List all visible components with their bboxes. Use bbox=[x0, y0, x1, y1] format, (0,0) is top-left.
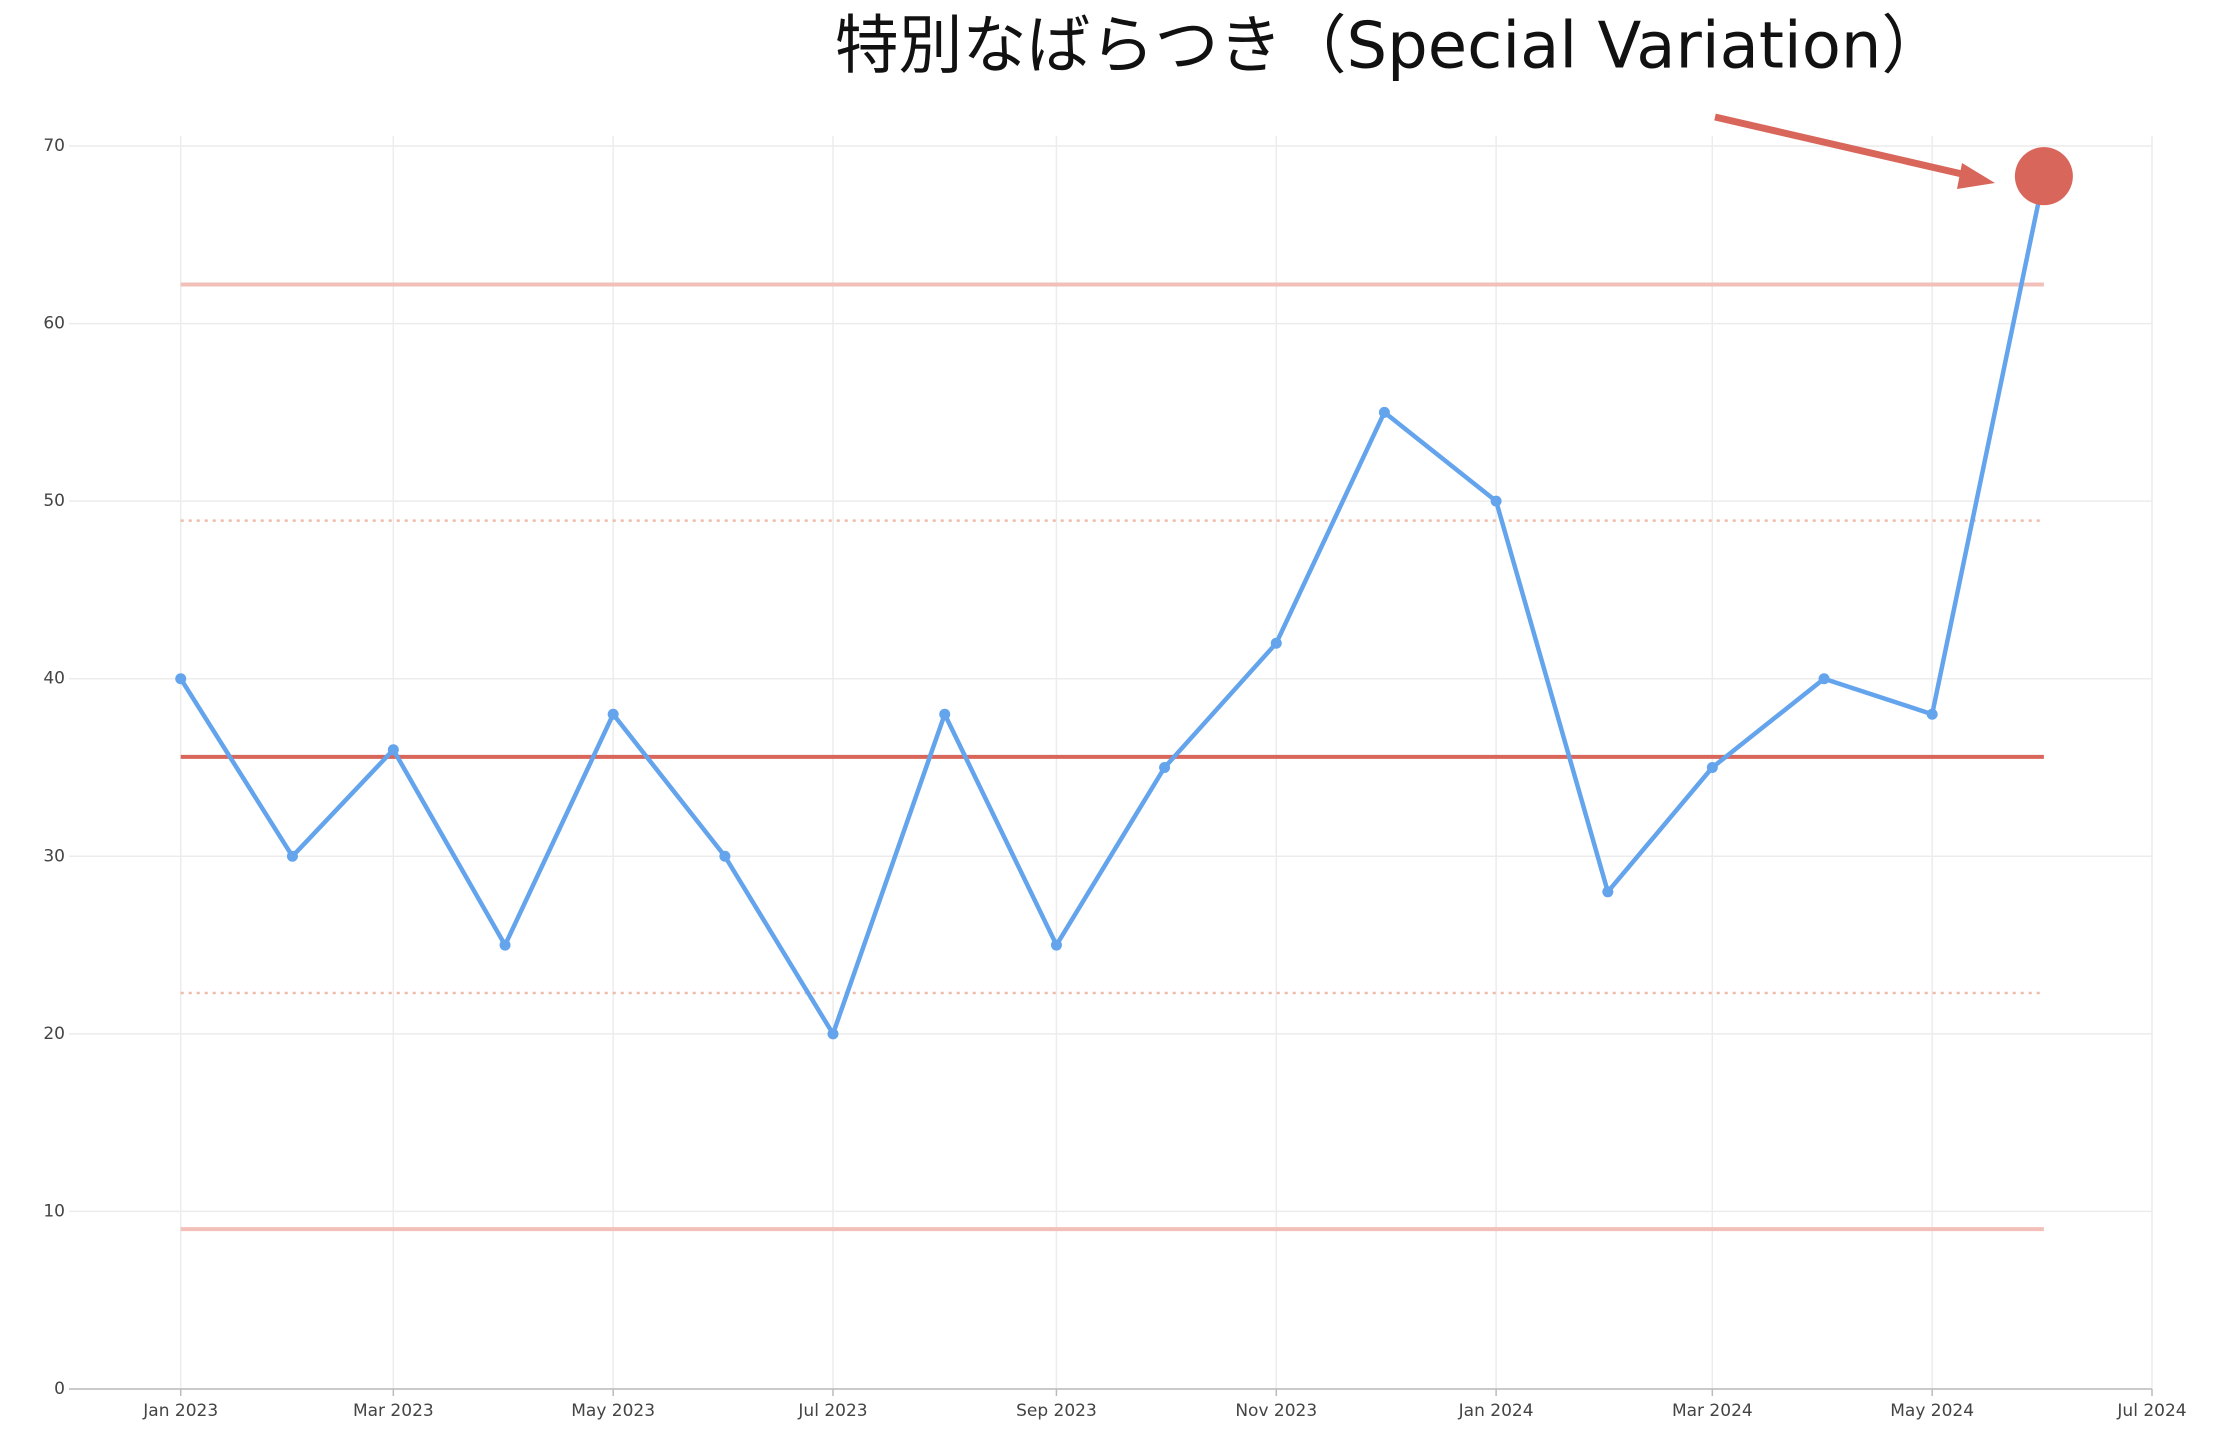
data-point bbox=[719, 850, 731, 862]
data-point bbox=[1270, 637, 1282, 649]
x-tick-label: May 2023 bbox=[571, 1401, 655, 1421]
x-tick-label: Jan 2023 bbox=[142, 1401, 218, 1421]
data-point bbox=[1490, 495, 1502, 507]
x-tick-label: Mar 2024 bbox=[1672, 1401, 1753, 1421]
data-line bbox=[178, 175, 2047, 1037]
y-tick-label: 40 bbox=[43, 669, 65, 689]
arrow-head bbox=[1957, 163, 1995, 189]
x-tick-label: Jan 2024 bbox=[1458, 1401, 1534, 1421]
data-point bbox=[1706, 762, 1718, 773]
data-point bbox=[286, 850, 298, 862]
data-point bbox=[1050, 939, 1062, 951]
data-point bbox=[1818, 673, 1830, 685]
annotation-text: 特別なばらつき（Special Variation） bbox=[835, 10, 1946, 84]
y-tick-label: 60 bbox=[43, 314, 65, 334]
x-tick-label: May 2024 bbox=[1890, 1401, 1974, 1421]
data-point bbox=[175, 673, 187, 685]
y-tick-label: 70 bbox=[43, 136, 65, 156]
y-tick-label: 10 bbox=[43, 1201, 65, 1221]
data-point bbox=[1926, 708, 1938, 720]
y-tick-label: 50 bbox=[43, 491, 65, 511]
data-point bbox=[939, 708, 951, 720]
y-tick-label: 30 bbox=[43, 846, 65, 866]
x-tick-label: Sep 2023 bbox=[1016, 1401, 1097, 1421]
x-tick-label: Mar 2023 bbox=[353, 1401, 434, 1421]
x-tick-label: Nov 2023 bbox=[1235, 1401, 1317, 1421]
annotation-arrow bbox=[1714, 113, 1976, 181]
data-point bbox=[607, 708, 619, 720]
highlight-point bbox=[2014, 147, 2073, 206]
data-point bbox=[827, 1028, 839, 1040]
x-tick-label: Jul 2024 bbox=[2116, 1401, 2186, 1421]
y-tick-label: 0 bbox=[54, 1379, 65, 1399]
data-point bbox=[1602, 886, 1614, 898]
data-point bbox=[1378, 406, 1390, 418]
data-point bbox=[1159, 762, 1171, 773]
data-point bbox=[499, 939, 511, 951]
y-tick-label: 20 bbox=[43, 1024, 65, 1044]
x-tick-label: Jul 2023 bbox=[797, 1401, 867, 1421]
data-point bbox=[387, 744, 399, 756]
